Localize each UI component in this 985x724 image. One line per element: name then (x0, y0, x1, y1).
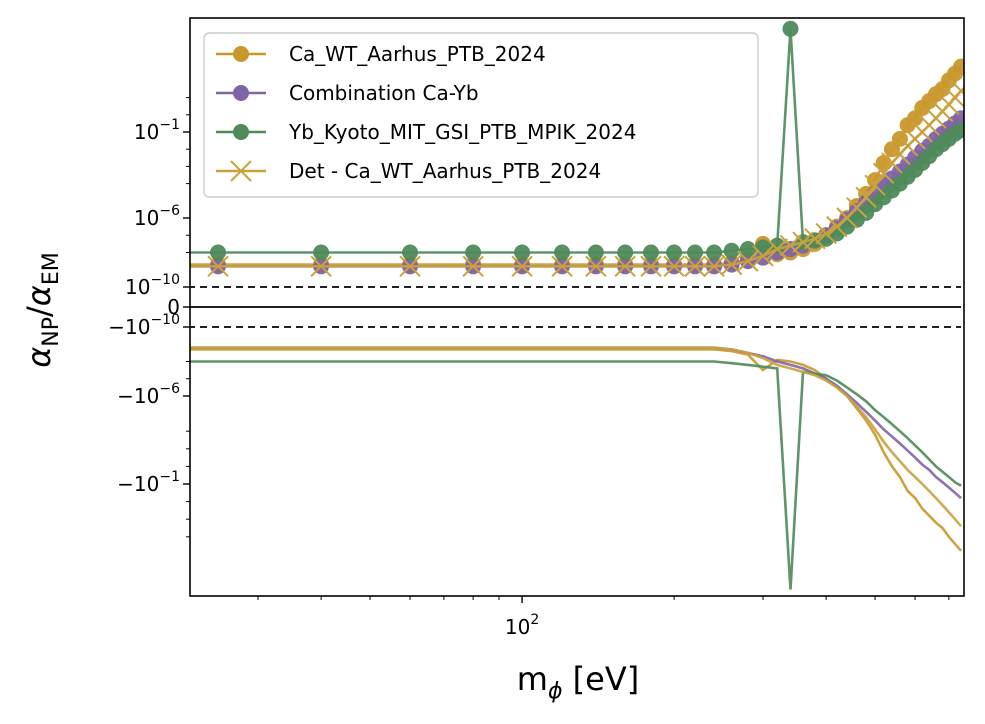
legend-marker (233, 85, 249, 101)
y-tick-label: 10−6 (134, 203, 180, 230)
series-point (313, 244, 330, 261)
series-point (739, 241, 756, 258)
series-point-x (399, 255, 421, 278)
legend-box (203, 32, 759, 198)
y-tick-label: −10−10 (108, 312, 180, 339)
series-point-x (804, 227, 826, 250)
x-axis-title-unit: [eV] (562, 660, 639, 698)
series-point (514, 244, 531, 261)
series-point-x (766, 238, 788, 260)
series-point (465, 244, 482, 261)
series-point-x (815, 222, 837, 245)
series-point (617, 244, 634, 261)
y-axis-title-num: α (20, 347, 58, 368)
series-point-x (737, 250, 759, 272)
y-axis-ticks: 10−1 10−6 10−100−10−10 −10−6 −10−1 (108, 97, 190, 538)
y-axis-title-slash: / (20, 306, 58, 317)
y-axis-title-den: α (20, 285, 58, 306)
series-point-x (551, 255, 573, 278)
y-tick-label: −10−6 (117, 381, 180, 408)
series-point-x (950, 80, 964, 102)
series-point (554, 244, 571, 261)
series-point-x (614, 255, 636, 278)
series-point-x (792, 231, 814, 253)
series-point-x (855, 186, 877, 209)
x-axis-title-main: m (517, 660, 548, 698)
series-line-negative (190, 348, 963, 552)
series-point-x (585, 255, 607, 278)
legend-marker (233, 124, 249, 140)
series-point-x (779, 234, 802, 257)
legend-marker (230, 160, 252, 182)
series-point (723, 242, 740, 259)
series-point (706, 244, 723, 261)
legend-label: Det - Ca_WT_Aarhus_PTB_2024 (289, 159, 601, 183)
series-point-x (703, 255, 725, 278)
series-point-x (663, 255, 685, 278)
plot-area (190, 20, 964, 590)
series-point-x (872, 162, 895, 184)
legend-label: Ca_WT_Aarhus_PTB_2024 (289, 42, 546, 66)
series-point (953, 58, 964, 75)
series-point-x (511, 255, 533, 278)
y-tick-label: 0 (167, 295, 180, 319)
series-point (642, 244, 659, 261)
x-tick-label: 102 (505, 612, 539, 639)
y-axis-title-den-sub: EM (39, 252, 64, 285)
series-point (402, 244, 419, 261)
series-point (210, 244, 227, 261)
series-point (666, 244, 683, 261)
series-point (953, 110, 964, 127)
series-point (687, 244, 704, 261)
series-point (587, 244, 604, 261)
series-point-x (826, 215, 848, 238)
series-point-x (310, 255, 332, 278)
y-tick-label: 10−10 (125, 272, 180, 299)
y-tick-label: 10−1 (134, 117, 180, 144)
series-line-negative (190, 346, 963, 528)
series-point-x (864, 174, 886, 197)
series-point-x (462, 255, 484, 278)
x-axis-title-sub: ϕ (548, 679, 563, 704)
y-axis-title: αNP/αEM (20, 252, 64, 368)
series-point-x (207, 255, 229, 278)
y-tick-label: −10−1 (117, 469, 180, 496)
legend-marker (233, 46, 249, 62)
series-point-x (752, 245, 774, 267)
x-axis-ticks: 102 (257, 596, 950, 639)
legend: Ca_WT_Aarhus_PTB_2024 Combination Ca-Yb Yb… (203, 32, 759, 198)
legend-label: Combination Ca-Yb (289, 81, 479, 105)
series-point-x (640, 255, 662, 278)
x-axis-title: mϕ [eV] (517, 660, 639, 704)
series-point (782, 20, 799, 37)
series-point-x (684, 255, 706, 278)
legend-label: Yb_Kyoto_MIT_GSI_PTB_MPIK_2024 (288, 120, 636, 144)
series-point (953, 122, 964, 139)
y-axis-title-num-sub: NP (39, 317, 64, 347)
